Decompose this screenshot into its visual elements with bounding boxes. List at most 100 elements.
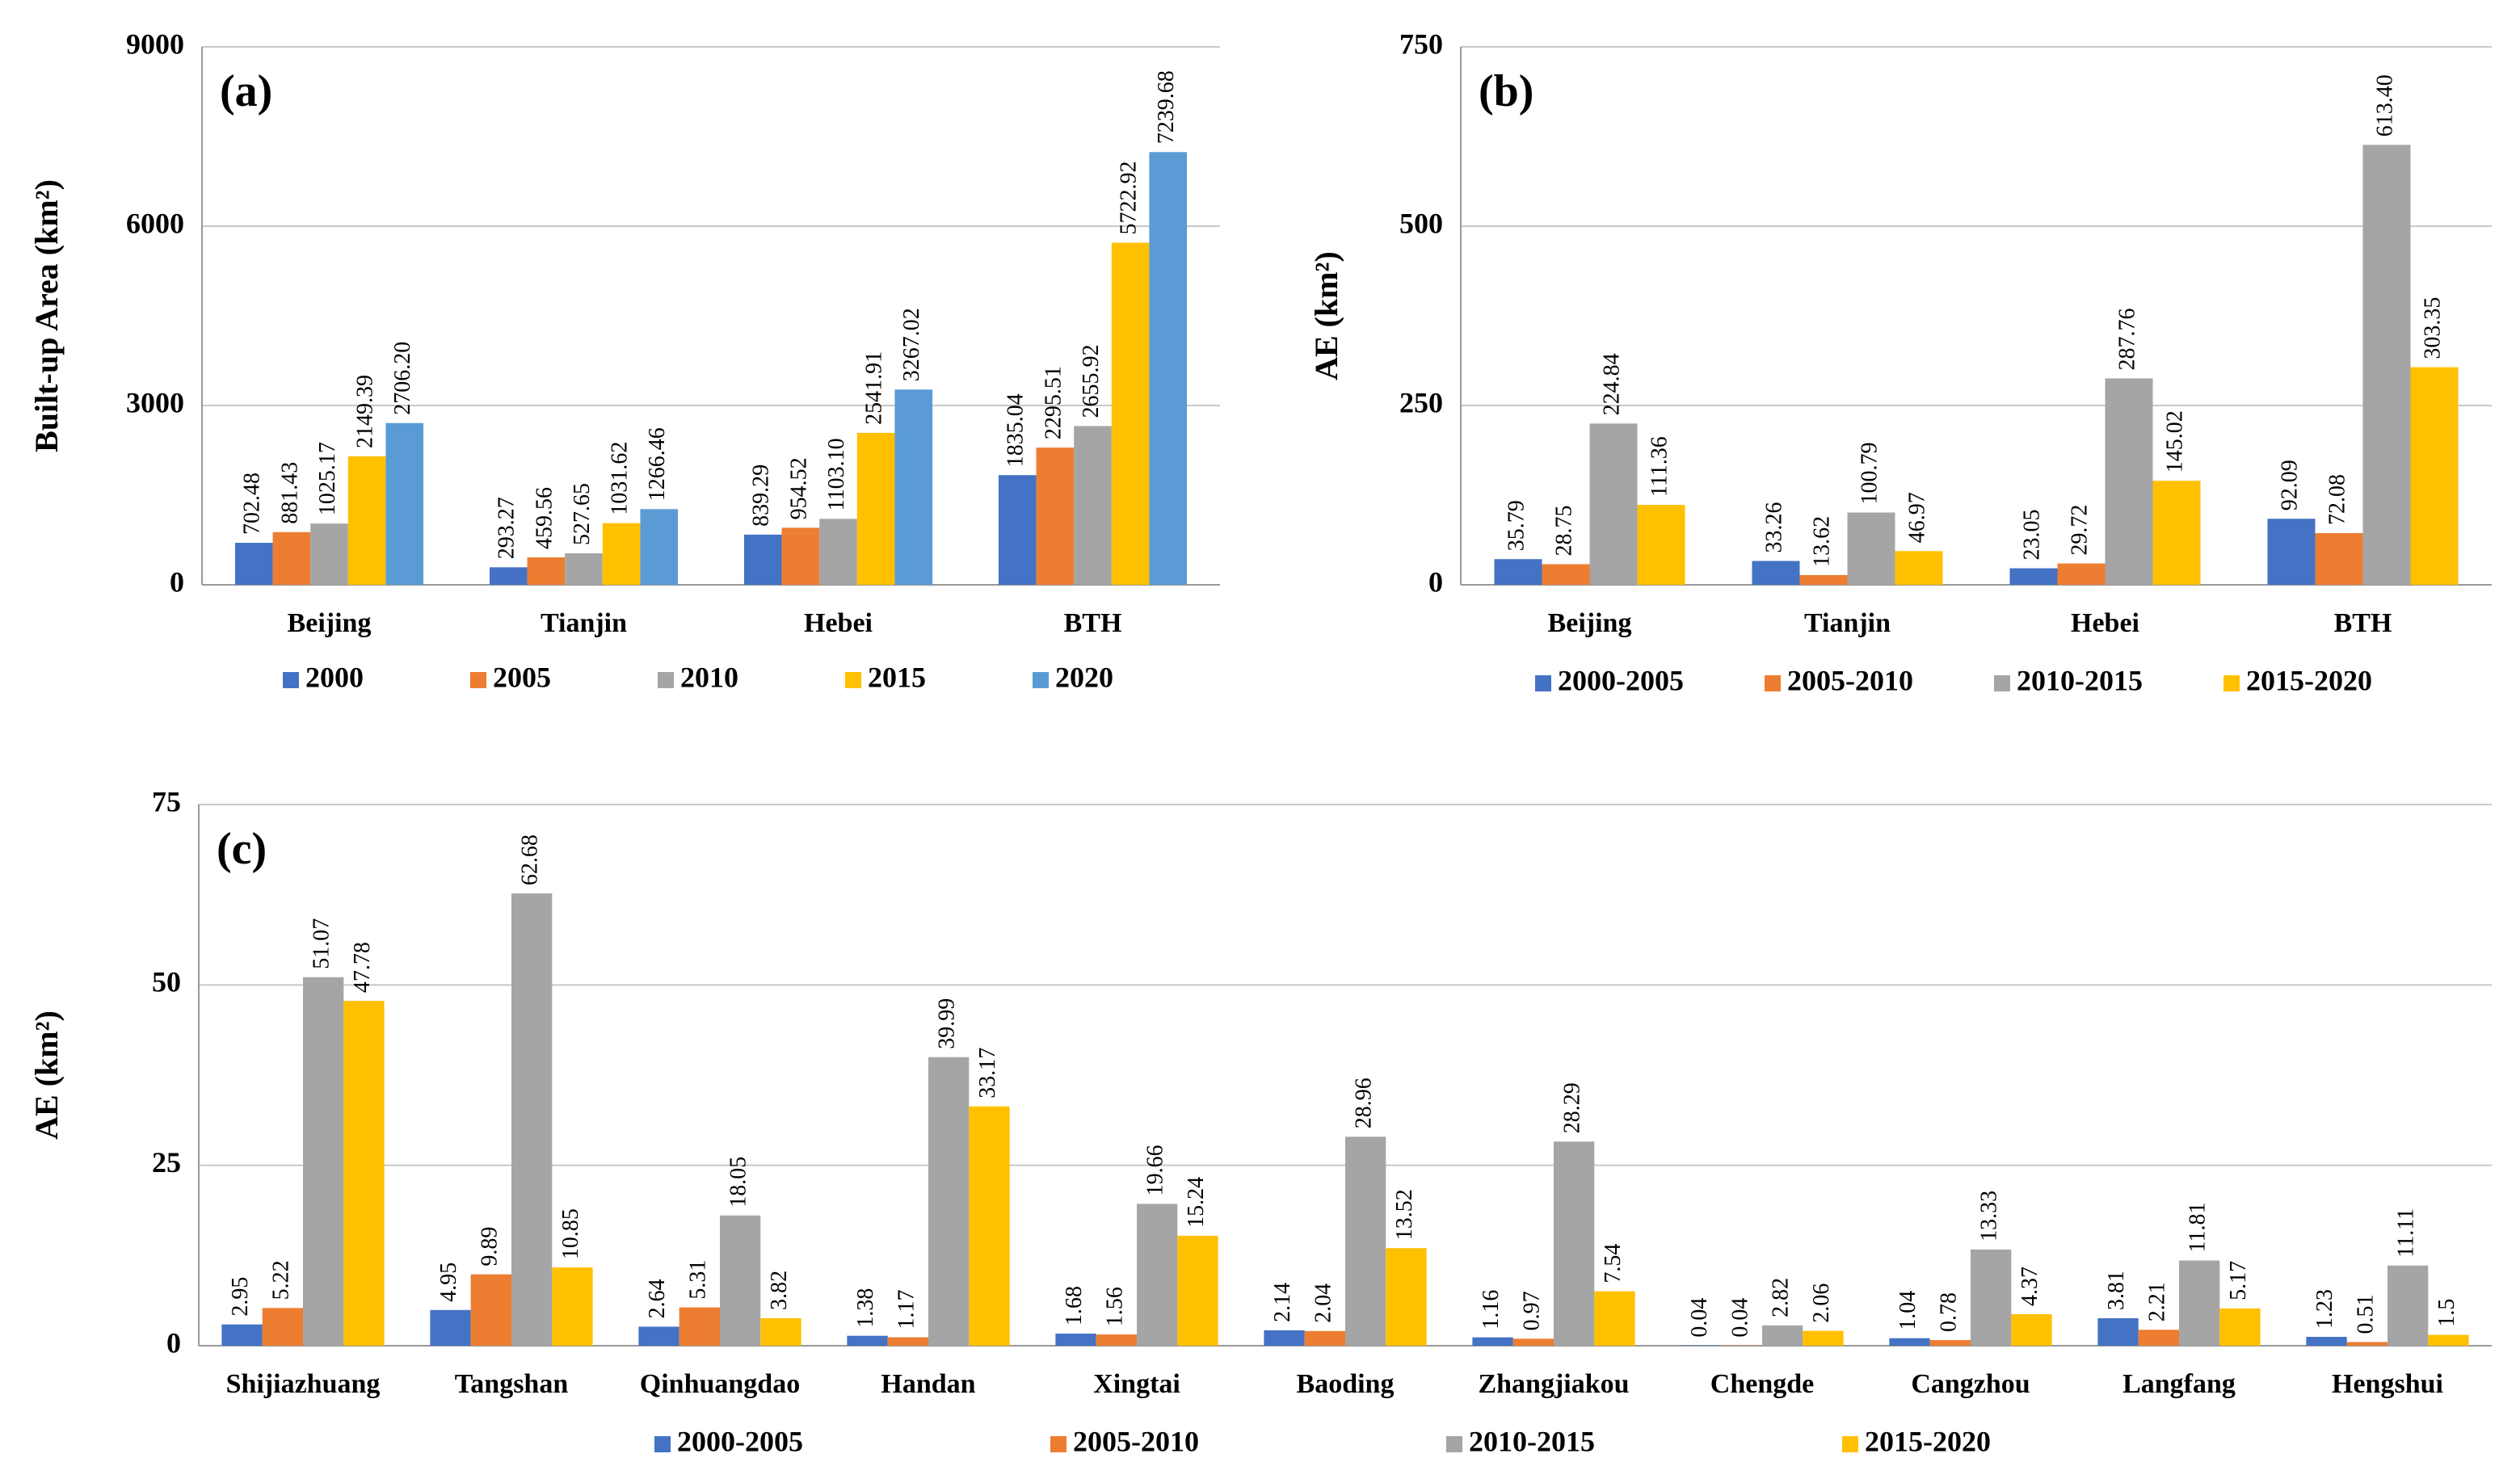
x-tick-label: Chengde bbox=[1710, 1369, 1814, 1399]
panel-label: (a) bbox=[220, 66, 272, 116]
bar bbox=[2057, 563, 2106, 585]
bar bbox=[720, 1215, 761, 1346]
bar bbox=[2387, 1265, 2429, 1346]
value-label: 5.31 bbox=[685, 1260, 710, 1300]
y-tick-label: 3000 bbox=[126, 386, 184, 418]
x-tick-label: Handan bbox=[881, 1369, 975, 1399]
legend-label: 2020 bbox=[1055, 661, 1113, 693]
value-label: 954.52 bbox=[786, 457, 811, 519]
value-label: 29.72 bbox=[2067, 505, 2092, 556]
bar bbox=[1594, 1291, 1635, 1346]
x-tick-label: Tangshan bbox=[455, 1369, 569, 1399]
bar bbox=[1542, 564, 1590, 585]
value-label: 1025.17 bbox=[315, 442, 340, 515]
bar bbox=[1762, 1325, 1803, 1346]
legend-swatch bbox=[470, 672, 486, 688]
value-label: 2149.39 bbox=[353, 375, 378, 448]
value-label: 51.07 bbox=[309, 918, 334, 969]
legend-swatch bbox=[1050, 1436, 1066, 1452]
value-label: 1.23 bbox=[2312, 1289, 2337, 1329]
bar bbox=[2219, 1308, 2261, 1346]
bar bbox=[887, 1337, 928, 1346]
bar bbox=[969, 1106, 1010, 1346]
bar bbox=[2105, 378, 2153, 585]
bar bbox=[303, 977, 344, 1346]
value-label: 2706.20 bbox=[390, 342, 415, 415]
bar bbox=[743, 534, 782, 585]
value-label: 7.54 bbox=[1601, 1244, 1626, 1284]
value-label: 5.22 bbox=[268, 1260, 293, 1300]
x-tick-label: BTH bbox=[1064, 608, 1122, 638]
legend-label: 2000-2005 bbox=[1558, 664, 1684, 696]
value-label: 7239.68 bbox=[1154, 70, 1179, 144]
legend-label: 2010 bbox=[680, 661, 738, 693]
bar bbox=[2097, 1317, 2139, 1346]
value-label: 1103.10 bbox=[824, 438, 849, 511]
value-label: 2.82 bbox=[1769, 1278, 1794, 1317]
legend-label: 2015 bbox=[868, 661, 926, 693]
value-label: 5722.92 bbox=[1117, 162, 1142, 235]
bar bbox=[1752, 561, 1800, 585]
legend-swatch bbox=[1535, 675, 1551, 691]
y-axis-label: Built-up Area (km²) bbox=[28, 179, 65, 452]
x-tick-label: Zhangjiakou bbox=[1478, 1369, 1629, 1399]
bar bbox=[511, 893, 553, 1346]
bar bbox=[1554, 1141, 1595, 1346]
value-label: 9.89 bbox=[477, 1227, 502, 1267]
value-label: 1835.04 bbox=[1003, 393, 1029, 467]
bar bbox=[640, 509, 679, 585]
bar bbox=[638, 1326, 679, 1346]
bar bbox=[552, 1267, 593, 1346]
value-label: 28.96 bbox=[1352, 1078, 1377, 1128]
legend-swatch bbox=[845, 672, 861, 688]
bar bbox=[310, 523, 348, 585]
x-tick-label: Hebei bbox=[2071, 608, 2139, 638]
x-tick-label: Tianjin bbox=[541, 608, 627, 638]
legend-swatch bbox=[2223, 675, 2240, 691]
value-label: 613.40 bbox=[2372, 74, 2397, 137]
value-label: 47.78 bbox=[350, 942, 375, 993]
value-label: 3.81 bbox=[2104, 1271, 2129, 1310]
bar bbox=[1895, 551, 1943, 585]
value-label: 1.68 bbox=[1062, 1286, 1087, 1326]
x-tick-label: Tianjin bbox=[1804, 608, 1891, 638]
bar bbox=[221, 1324, 263, 1346]
bar bbox=[1111, 242, 1150, 585]
value-label: 11.81 bbox=[2186, 1203, 2211, 1253]
bar bbox=[856, 432, 895, 585]
panel-label: (b) bbox=[1479, 66, 1533, 116]
bar bbox=[894, 389, 933, 585]
legend-swatch bbox=[654, 1436, 671, 1452]
bar bbox=[1472, 1337, 1513, 1346]
x-tick-label: Beijing bbox=[1548, 608, 1632, 638]
value-label: 0.51 bbox=[2353, 1294, 2378, 1334]
value-label: 839.29 bbox=[749, 464, 774, 527]
bar bbox=[1929, 1340, 1971, 1346]
value-label: 11.11 bbox=[2394, 1208, 2419, 1258]
value-label: 39.99 bbox=[935, 998, 960, 1049]
value-label: 72.08 bbox=[2324, 474, 2350, 525]
value-label: 13.62 bbox=[1809, 516, 1834, 567]
legend-label: 2015-2020 bbox=[2246, 664, 2372, 696]
value-label: 145.02 bbox=[2162, 410, 2187, 473]
value-label: 1.38 bbox=[853, 1288, 878, 1328]
value-label: 287.76 bbox=[2114, 308, 2139, 370]
bar bbox=[2428, 1334, 2469, 1346]
bar bbox=[347, 456, 386, 585]
value-label: 0.78 bbox=[1936, 1292, 1961, 1332]
bar bbox=[2138, 1330, 2179, 1346]
bar bbox=[2410, 367, 2459, 585]
bar bbox=[928, 1057, 970, 1346]
x-tick-label: Langfang bbox=[2122, 1369, 2236, 1399]
bar bbox=[343, 1001, 385, 1346]
value-label: 35.79 bbox=[1504, 500, 1529, 551]
value-label: 92.09 bbox=[2277, 460, 2302, 511]
value-label: 3267.02 bbox=[899, 308, 924, 381]
legend-swatch bbox=[1842, 1436, 1858, 1452]
value-label: 19.66 bbox=[1143, 1145, 1168, 1195]
bar bbox=[1345, 1137, 1386, 1346]
bar bbox=[2306, 1337, 2347, 1346]
value-label: 303.35 bbox=[2420, 297, 2445, 359]
bar bbox=[2152, 481, 2201, 585]
